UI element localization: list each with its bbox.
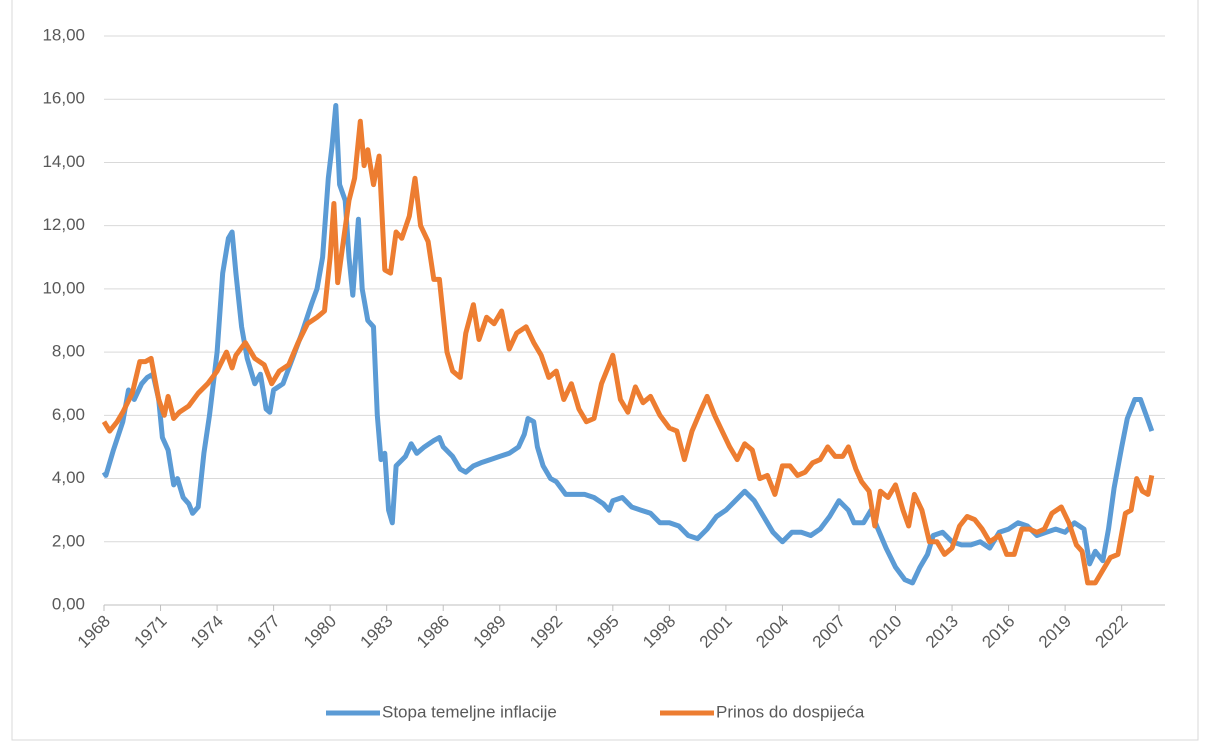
y-tick-label: 4,00: [52, 468, 85, 487]
x-tick-label: 1974: [187, 612, 227, 652]
x-tick-label: 2016: [978, 612, 1018, 652]
y-tick-label: 14,00: [42, 152, 85, 171]
x-tick-label: 2019: [1035, 612, 1075, 652]
x-tick-label: 2004: [752, 612, 792, 652]
x-tick-label: 1995: [583, 612, 623, 652]
x-tick-label: 2022: [1091, 612, 1131, 652]
x-tick-label: 1983: [356, 612, 396, 652]
x-tick-label: 1986: [413, 612, 453, 652]
y-tick-label: 6,00: [52, 405, 85, 424]
x-tick-label: 1971: [130, 612, 170, 652]
y-tick-label: 10,00: [42, 278, 85, 297]
chart-frame: [11, 0, 1199, 741]
y-tick-label: 16,00: [42, 89, 85, 108]
y-tick-label: 18,00: [42, 25, 85, 44]
series-line: [101, 103, 1155, 586]
x-tick-label: 2001: [696, 612, 736, 652]
x-tick-label: 1968: [74, 612, 114, 652]
x-tick-label: 1977: [243, 612, 283, 652]
x-tick-label: 2010: [865, 612, 905, 652]
x-tick-label: 2013: [922, 612, 962, 652]
legend-label: Stopa temeljne inflacije: [382, 702, 557, 721]
x-tick-label: 1992: [526, 612, 566, 652]
y-tick-label: 2,00: [52, 531, 85, 550]
y-tick-label: 12,00: [42, 215, 85, 234]
x-tick-label: 1989: [470, 612, 510, 652]
legend-label: Prinos do dospijeća: [716, 702, 865, 721]
x-tick-label: 1998: [639, 612, 679, 652]
series-line: [101, 118, 1155, 586]
y-tick-label: 0,00: [52, 594, 85, 613]
x-tick-label: 2007: [809, 612, 849, 652]
x-tick-label: 1980: [300, 612, 340, 652]
y-tick-label: 8,00: [52, 342, 85, 361]
